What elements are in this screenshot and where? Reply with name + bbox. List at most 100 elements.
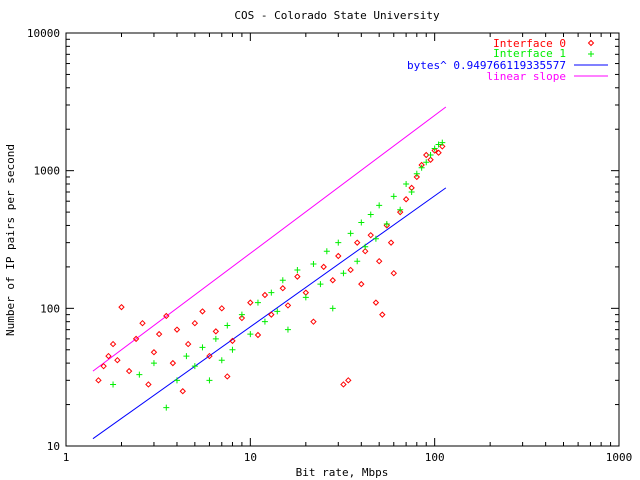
x-axis-label: Bit rate, Mbps — [296, 466, 389, 479]
chart-title: COS - Colorado State University — [234, 9, 440, 22]
interface-0-point — [95, 377, 102, 384]
legend-label-fit: bytes^ 0.949766119335577 — [407, 59, 566, 72]
interface-1-point — [150, 360, 157, 367]
interface-1-point — [383, 220, 390, 227]
interface-1-point — [212, 335, 219, 342]
interface-1-point — [274, 308, 281, 315]
interface-1-point — [173, 377, 180, 384]
interface-0-point — [254, 331, 262, 339]
interface-0-point — [238, 314, 246, 322]
interface-0-point — [150, 349, 158, 356]
interface-0-point — [413, 173, 421, 181]
interface-1-point — [183, 353, 190, 360]
interface-0-point — [155, 330, 163, 338]
interface-0-point — [224, 373, 231, 380]
interface-0-point — [212, 328, 220, 335]
interface-1-point — [279, 277, 286, 284]
interface-0-point — [247, 299, 254, 306]
interface-1-point — [163, 404, 170, 411]
x-tick-label: 1 — [63, 451, 70, 464]
interface-1-point — [372, 235, 379, 242]
interface-0-point — [358, 280, 365, 288]
y-tick-label: 1000 — [34, 165, 61, 178]
interface-0-point — [362, 247, 369, 255]
series-layer — [92, 106, 447, 440]
y-tick-label: 100 — [40, 302, 60, 315]
interface-1-point — [199, 344, 206, 351]
x-tick-label: 1000 — [606, 451, 633, 464]
interface-1-point — [224, 322, 231, 329]
interface-1-point — [427, 151, 434, 158]
interface-1-point — [439, 139, 446, 146]
fit-line — [92, 187, 447, 440]
legend-sample-interface-0 — [587, 39, 595, 47]
interface-1-point — [340, 270, 347, 277]
interface-1-point — [397, 206, 404, 213]
interface-1-point — [218, 357, 225, 364]
interface-0-point — [114, 356, 121, 364]
y-tick-label: 10 — [47, 440, 60, 453]
interface-0-point — [431, 147, 438, 154]
interface-1-point — [347, 230, 354, 237]
interface-0-point — [279, 285, 286, 292]
interface-0-point — [435, 149, 442, 156]
interface-0-point — [372, 299, 380, 306]
interface-0-point — [320, 263, 327, 271]
interface-1-point — [191, 363, 198, 370]
interface-0-point — [184, 340, 192, 348]
interface-1-point — [408, 188, 415, 195]
legend-sample-interface-1 — [588, 51, 594, 57]
interface-0-point — [383, 222, 391, 229]
interface-0-point — [375, 257, 383, 265]
interface-0-point — [340, 381, 347, 388]
interface-1-point — [358, 219, 365, 226]
interface-1-point — [431, 145, 438, 152]
interface-1-point — [329, 305, 336, 312]
interface-0-point — [145, 381, 152, 388]
interface-1-point — [354, 258, 361, 265]
interface-0-point — [439, 143, 446, 150]
interface-1-point — [376, 202, 383, 209]
interface-1-point — [390, 193, 397, 200]
interface-1-point — [261, 318, 268, 325]
interface-1-point — [268, 289, 275, 296]
interface-0-point — [268, 311, 275, 318]
interface-1-point — [317, 281, 324, 288]
linear-slope-line — [92, 106, 447, 372]
legend-samples — [574, 39, 608, 77]
interface-1-point — [110, 381, 117, 388]
interface-1-point — [335, 239, 342, 246]
interface-0-point — [387, 239, 395, 246]
interface-0-point — [125, 367, 133, 375]
interface-1-point — [367, 211, 374, 218]
interface-0-point — [206, 352, 213, 360]
interface-1-point — [302, 294, 309, 301]
interface-0-point — [345, 377, 352, 384]
interface-1-point — [362, 243, 369, 250]
interface-0-point — [390, 269, 397, 277]
interface-0-point — [423, 151, 430, 159]
interface-1-point — [247, 331, 254, 338]
interface-0-point — [347, 266, 354, 274]
interface-0-point — [427, 156, 434, 163]
interface-0-point — [169, 359, 177, 367]
x-tick-label: 100 — [425, 451, 445, 464]
interface-0-point — [139, 319, 146, 327]
interface-0-point — [294, 273, 301, 280]
y-axis-label: Number of IP pairs per second — [4, 144, 17, 336]
interface-0-point — [379, 311, 386, 318]
interface-1-point — [229, 346, 236, 353]
interface-0-point — [229, 337, 236, 345]
interface-0-point — [335, 252, 342, 260]
interface-1-point — [136, 371, 143, 378]
interface-1-point — [418, 164, 425, 171]
interface-0-point — [353, 239, 361, 246]
interface-0-point — [179, 388, 186, 395]
interface-0-point — [109, 340, 117, 348]
interface-0-point — [105, 352, 112, 360]
interface-1-point — [254, 299, 261, 306]
x-tick-label: 10 — [244, 451, 257, 464]
interface-1-point — [310, 260, 317, 267]
